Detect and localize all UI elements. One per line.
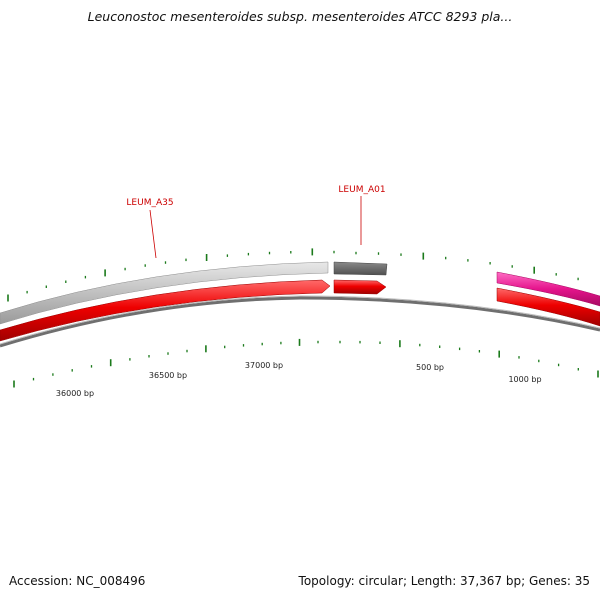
gene-leum-a01-block[interactable] — [333, 261, 388, 276]
reverse-gene-band[interactable] — [0, 261, 329, 325]
forward-gene-band-left[interactable] — [0, 279, 331, 342]
forward-gene-leum-a01[interactable] — [333, 279, 387, 295]
topology-summary: Topology: circular; Length: 37,367 bp; G… — [298, 574, 590, 588]
scale-label-36000: 36000 bp — [56, 389, 94, 398]
forward-gene-band-right[interactable] — [496, 287, 600, 327]
map-title: Leuconostoc mesenteroides subsp. mesente… — [87, 9, 513, 24]
pink-gene-band[interactable] — [496, 271, 600, 307]
scale-label-1000: 1000 bp — [508, 375, 541, 384]
scale-label-500: 500 bp — [416, 363, 444, 372]
gene-label-leum-a01[interactable]: LEUM_A01 — [338, 185, 385, 195]
gene-label-leum-a35[interactable]: LEUM_A35 — [126, 198, 173, 208]
outer-scale-ticks — [7, 248, 579, 302]
accession-text: Accession: NC_008496 — [9, 574, 146, 588]
scale-label-36500: 36500 bp — [149, 371, 187, 380]
scale-label-37000: 37000 bp — [245, 361, 283, 370]
plasmid-backbone — [0, 296, 600, 348]
inner-scale-ticks — [13, 338, 599, 388]
plasmid-backbone-highlight — [0, 295, 600, 345]
label-line-leum-a35 — [149, 209, 157, 259]
